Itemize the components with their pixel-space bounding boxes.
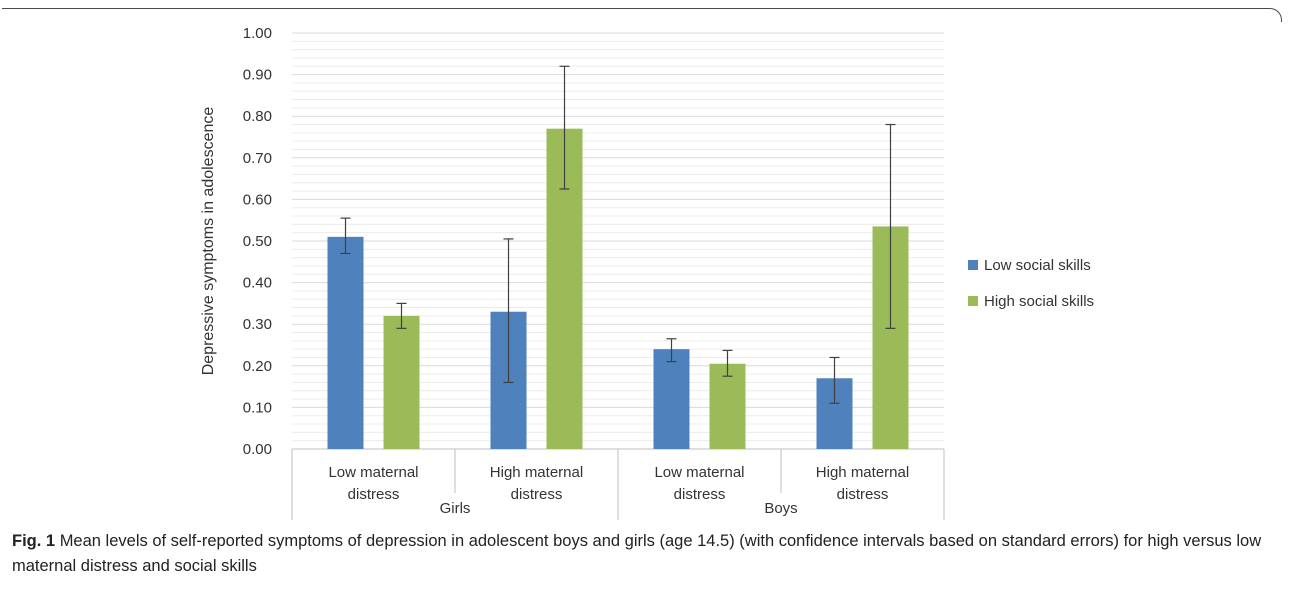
bar [709,363,746,449]
y-tick-label: 0.00 [243,441,272,458]
bar-chart: 0.00 0.10 0.20 0.30 0.40 0.50 0.60 0.70 0.80 0.90… [200,25,945,520]
x-category-label: Low maternal [654,464,744,481]
x-category-label: High maternal [490,464,583,481]
bar [327,236,364,449]
legend-item-low-social-skills: Low social skills [968,255,1094,275]
legend-item-high-social-skills: High social skills [968,291,1094,311]
y-tick-label: 0.40 [243,275,272,292]
y-tick-label: 0.20 [243,358,272,375]
y-axis-label: Depressive symptoms in adolescence [200,107,217,376]
figure-label: Fig. 1 [12,532,56,550]
figure-caption: Fig. 1 Mean levels of self-reported symp… [12,529,1272,579]
x-group-label: Girls [440,500,471,517]
legend-label-high: High social skills [984,292,1095,310]
legend-swatch-high [968,296,978,306]
x-category-label: Low maternal [328,464,418,481]
figure-caption-text: Mean levels of self-reported symptoms of… [12,532,1262,575]
x-category-label: distress [348,486,400,503]
y-tick-label: 0.80 [243,108,272,125]
y-tick-label: 1.00 [243,25,272,42]
legend-swatch-low [968,260,978,270]
x-group-label: Boys [764,500,797,517]
bar [383,315,420,449]
y-tick-label: 0.90 [243,67,272,84]
x-category-label: distress [837,486,889,503]
y-tick-label: 0.60 [243,191,272,208]
y-tick-label: 0.70 [243,150,272,167]
x-category-label: distress [511,486,563,503]
x-category-label: distress [674,486,726,503]
bar [653,349,690,449]
y-tick-label: 0.50 [243,233,272,250]
y-tick-label: 0.10 [243,399,272,416]
legend-label-low: Low social skills [984,256,1091,274]
x-category-label: High maternal [816,464,909,481]
y-tick-label: 0.30 [243,316,272,333]
chart-legend: Low social skills High social skills [968,255,1094,327]
